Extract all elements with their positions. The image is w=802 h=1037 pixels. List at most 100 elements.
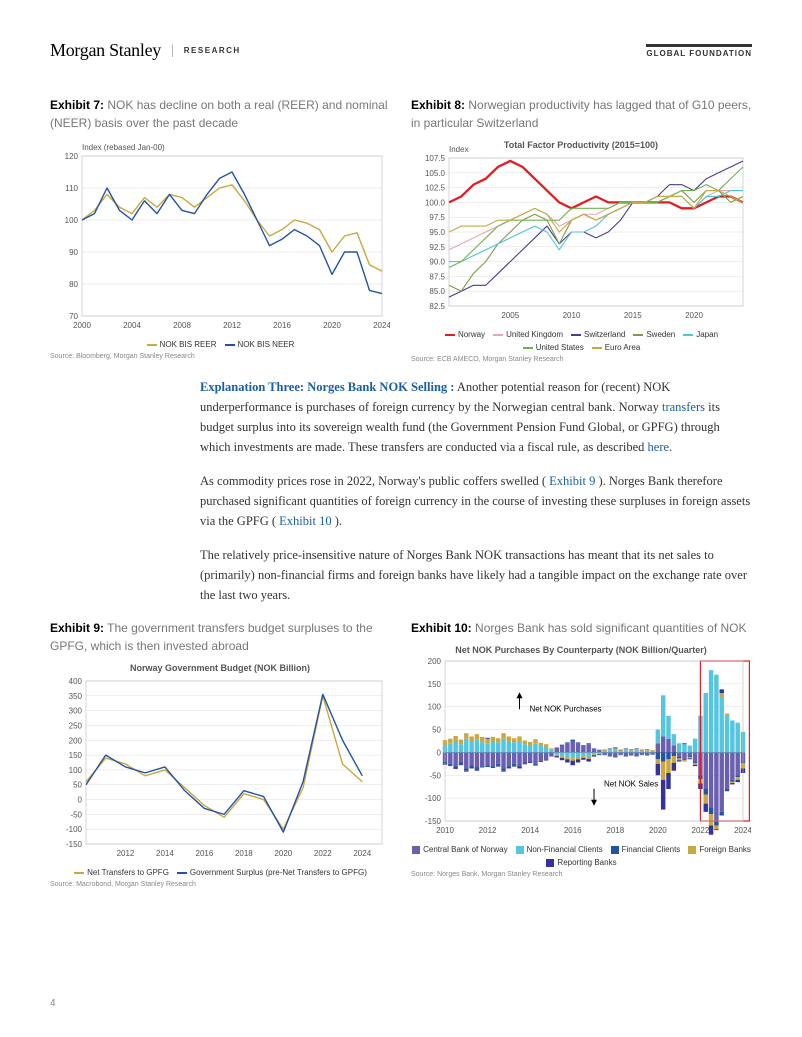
svg-text:2024: 2024 [373,321,390,330]
svg-text:2016: 2016 [196,849,214,858]
svg-text:100.0: 100.0 [425,198,446,207]
svg-text:90.0: 90.0 [429,258,445,267]
svg-text:0: 0 [78,796,83,805]
svg-text:90: 90 [69,248,78,257]
svg-text:2022: 2022 [692,826,710,835]
svg-text:2004: 2004 [123,321,141,330]
svg-text:50: 50 [432,726,441,735]
svg-text:87.5: 87.5 [429,272,445,281]
paragraph-1: Explanation Three: Norges Bank NOK Selli… [200,377,752,457]
svg-text:2024: 2024 [353,849,371,858]
svg-text:150: 150 [428,680,442,689]
svg-text:95.0: 95.0 [429,228,445,237]
svg-text:Total Factor Productivity (201: Total Factor Productivity (2015=100) [504,140,658,150]
svg-text:-150: -150 [66,840,83,849]
page-number: 4 [50,998,56,1009]
svg-text:-100: -100 [66,825,83,834]
svg-text:2010: 2010 [436,826,454,835]
svg-text:2020: 2020 [274,849,292,858]
exhibit-8-chart: Total Factor Productivity (2015=100) Inde… [411,138,751,328]
exhibit-9-link[interactable]: Exhibit 9 [549,474,598,488]
p2-text-c: ). [335,514,342,528]
exhibit-10-chart: Net NOK Purchases By Counterparty (NOK B… [411,643,751,843]
svg-text:2016: 2016 [564,826,582,835]
svg-text:2020: 2020 [649,826,667,835]
p1-text-c: . [669,440,672,454]
exhibit-7: Exhibit 7: NOK has decline on both a rea… [50,96,391,363]
svg-text:70: 70 [69,312,78,321]
svg-text:2020: 2020 [685,311,703,320]
exhibit-10-label: Exhibit 10: [411,621,472,635]
paragraph-3: The relatively price-insensitive nature … [200,545,752,605]
exhibit-8-source: Source: ECB AMECO, Morgan Stanley Resear… [411,356,752,363]
p2-text-a: As commodity prices rose in 2022, Norway… [200,474,549,488]
svg-text:2008: 2008 [173,321,191,330]
svg-text:85.0: 85.0 [429,287,445,296]
svg-text:102.5: 102.5 [425,184,446,193]
exhibit-8: Exhibit 8: Norwegian productivity has la… [411,96,752,363]
exhibit-9-head: Exhibit 9: The government transfers budg… [50,619,391,655]
svg-text:100: 100 [69,766,83,775]
svg-text:2015: 2015 [624,311,642,320]
global-foundation-label: GLOBAL FOUNDATION [646,44,752,58]
svg-text:250: 250 [69,721,83,730]
svg-text:110: 110 [65,184,78,193]
here-link[interactable]: here [648,440,670,454]
svg-text:350: 350 [69,692,83,701]
svg-text:92.5: 92.5 [429,243,445,252]
svg-text:2022: 2022 [314,849,332,858]
divider: | [171,43,174,59]
svg-text:0: 0 [437,748,442,757]
svg-text:100: 100 [428,703,442,712]
exhibit-7-source: Source: Bloomberg, Morgan Stanley Resear… [50,353,391,360]
svg-text:Norway Government Budget (NOK: Norway Government Budget (NOK Billion) [130,663,310,673]
svg-text:2014: 2014 [521,826,539,835]
svg-text:200: 200 [428,657,442,666]
exhibit-8-label: Exhibit 8: [411,98,465,112]
svg-text:-100: -100 [425,794,442,803]
exhibit-8-head: Exhibit 8: Norwegian productivity has la… [411,96,752,132]
svg-text:150: 150 [69,751,83,760]
svg-text:2010: 2010 [563,311,581,320]
svg-text:300: 300 [69,707,83,716]
transfers-link[interactable]: transfers [662,400,705,414]
exhibit-row-2: Exhibit 9: The government transfers budg… [50,619,752,888]
explanation-heading: Explanation Three: Norges Bank NOK Selli… [200,380,454,394]
svg-text:2016: 2016 [273,321,291,330]
exhibit-7-legend: NOK BIS REERNOK BIS NEER [50,340,391,349]
exhibit-10: Exhibit 10: Norges Bank has sold signifi… [411,619,752,888]
svg-text:2024: 2024 [734,826,751,835]
brand-logo: Morgan Stanley [50,40,161,61]
exhibit-7-chart: Index (rebased Jan-00)708090100110120200… [50,138,390,338]
exhibit-9-legend: Net Transfers to GPFGGovernment Surplus … [50,868,391,877]
svg-text:105.0: 105.0 [425,169,446,178]
svg-text:Net NOK Purchases: Net NOK Purchases [530,704,602,713]
svg-text:2020: 2020 [323,321,341,330]
svg-text:100: 100 [65,216,79,225]
svg-text:Index: Index [449,145,469,154]
svg-text:-50: -50 [70,810,82,819]
exhibit-10-title: Norges Bank has sold significant quantit… [475,621,746,635]
exhibit-10-head: Exhibit 10: Norges Bank has sold signifi… [411,619,752,637]
exhibit-7-label: Exhibit 7: [50,98,104,112]
svg-text:2012: 2012 [117,849,135,858]
svg-text:Index (rebased Jan-00): Index (rebased Jan-00) [82,143,165,152]
svg-text:2018: 2018 [606,826,624,835]
research-label: RESEARCH [184,46,241,55]
paragraph-2: As commodity prices rose in 2022, Norway… [200,471,752,531]
exhibit-10-source: Source: Norges Bank, Morgan Stanley Rese… [411,871,752,878]
exhibit-10-link[interactable]: Exhibit 10 [279,514,335,528]
exhibit-10-legend: Central Bank of NorwayNon-Financial Clie… [411,845,752,867]
svg-text:50: 50 [73,781,82,790]
page-header: Morgan Stanley | RESEARCH GLOBAL FOUNDAT… [50,40,752,61]
svg-text:80: 80 [69,280,78,289]
svg-text:2000: 2000 [73,321,91,330]
svg-text:200: 200 [69,736,83,745]
exhibit-8-legend: NorwayUnited KingdomSwitzerlandSwedenJap… [411,330,752,352]
svg-text:2012: 2012 [223,321,241,330]
svg-text:2012: 2012 [479,826,497,835]
svg-text:97.5: 97.5 [429,213,445,222]
svg-text:2018: 2018 [235,849,253,858]
svg-text:-150: -150 [425,817,442,826]
svg-text:400: 400 [69,677,83,686]
